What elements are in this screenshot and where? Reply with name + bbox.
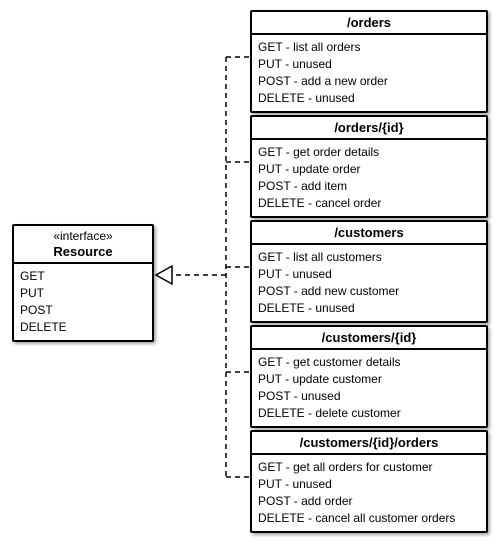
- endpoint-line: DELETE - cancel order: [258, 195, 480, 212]
- endpoint-box: /orders/{id}GET - get order detailsPUT -…: [250, 115, 488, 218]
- endpoint-line: DELETE - cancel all customer orders: [258, 510, 480, 527]
- interface-box: «interface» Resource GETPUTPOSTDELETE: [12, 224, 154, 342]
- interface-methods: GETPUTPOSTDELETE: [14, 264, 152, 340]
- endpoint-line: PUT - unused: [258, 56, 480, 73]
- interface-title: «interface» Resource: [14, 226, 152, 264]
- endpoint-body: GET - get customer detailsPUT - update c…: [252, 350, 486, 426]
- endpoint-line: POST - add a new order: [258, 73, 480, 90]
- endpoint-title: /customers/{id}/orders: [252, 432, 486, 455]
- endpoint-body: GET - get order detailsPUT - update orde…: [252, 140, 486, 216]
- endpoint-title: /customers: [252, 222, 486, 245]
- endpoint-line: PUT - unused: [258, 266, 480, 283]
- endpoint-line: DELETE - delete customer: [258, 405, 480, 422]
- endpoint-box: /customers/{id}/ordersGET - get all orde…: [250, 430, 488, 533]
- endpoint-line: PUT - update order: [258, 161, 480, 178]
- endpoint-line: GET - list all orders: [258, 39, 480, 56]
- endpoint-title: /orders/{id}: [252, 117, 486, 140]
- interface-stereotype: «interface»: [18, 229, 148, 244]
- endpoint-line: PUT - update customer: [258, 371, 480, 388]
- endpoint-line: POST - add new customer: [258, 283, 480, 300]
- endpoint-line: POST - unused: [258, 388, 480, 405]
- endpoint-title: /customers/{id}: [252, 327, 486, 350]
- endpoint-line: PUT - unused: [258, 476, 480, 493]
- endpoint-title: /orders: [252, 12, 486, 35]
- endpoint-line: POST - add order: [258, 493, 480, 510]
- endpoint-line: GET - list all customers: [258, 249, 480, 266]
- endpoint-box: /ordersGET - list all ordersPUT - unused…: [250, 10, 488, 113]
- interface-method: GET: [20, 268, 146, 285]
- endpoint-box: /customersGET - list all customersPUT - …: [250, 220, 488, 323]
- endpoint-line: POST - add item: [258, 178, 480, 195]
- endpoint-line: DELETE - unused: [258, 90, 480, 107]
- interface-method: DELETE: [20, 319, 146, 336]
- endpoint-body: GET - get all orders for customerPUT - u…: [252, 455, 486, 531]
- interface-method: PUT: [20, 285, 146, 302]
- endpoint-line: DELETE - unused: [258, 300, 480, 317]
- interface-name: Resource: [18, 244, 148, 259]
- endpoint-body: GET - list all ordersPUT - unusedPOST - …: [252, 35, 486, 111]
- endpoint-body: GET - list all customersPUT - unusedPOST…: [252, 245, 486, 321]
- endpoint-box: /customers/{id}GET - get customer detail…: [250, 325, 488, 428]
- interface-method: POST: [20, 302, 146, 319]
- endpoint-line: GET - get all orders for customer: [258, 459, 480, 476]
- endpoint-line: GET - get customer details: [258, 354, 480, 371]
- endpoint-line: GET - get order details: [258, 144, 480, 161]
